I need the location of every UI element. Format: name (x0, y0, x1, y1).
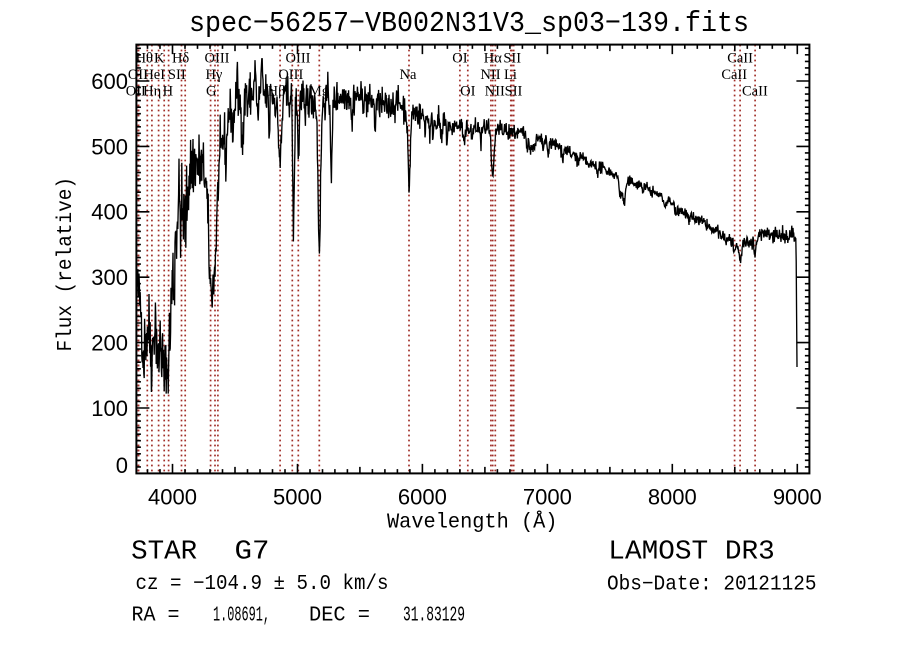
svg-text:H: H (163, 84, 174, 100)
svg-text:4000: 4000 (148, 485, 197, 510)
svg-text:Hθ: Hθ (136, 50, 153, 66)
svg-text:CaII: CaII (742, 84, 768, 100)
svg-text:HeI: HeI (143, 67, 165, 83)
svg-text:NII: NII (480, 67, 500, 83)
svg-text:0: 0 (116, 453, 128, 478)
svg-text:500: 500 (91, 134, 128, 159)
svg-text:Hη: Hη (143, 84, 161, 100)
svg-text:5000: 5000 (273, 485, 322, 510)
svg-text:OII: OII (126, 84, 146, 100)
svg-text:cz = −104.9 ± 5.0 km/s: cz = −104.9 ± 5.0 km/s (136, 573, 389, 596)
svg-text:Mg: Mg (309, 84, 329, 100)
svg-text:OIII: OIII (205, 50, 230, 66)
svg-text:OIII: OIII (278, 67, 303, 83)
svg-text:31.83129: 31.83129 (403, 604, 465, 628)
svg-text:SII: SII (503, 50, 521, 66)
svg-text:Hβ: Hβ (268, 84, 286, 100)
svg-text:DEC =: DEC = (309, 604, 370, 628)
svg-text:Li: Li (504, 67, 517, 83)
svg-text:600: 600 (91, 69, 128, 94)
svg-text:9000: 9000 (773, 485, 822, 510)
svg-text:Flux (relative): Flux (relative) (55, 177, 78, 352)
svg-text:Hγ: Hγ (205, 67, 222, 83)
svg-text:OII: OII (128, 67, 148, 83)
svg-text:G7: G7 (235, 537, 270, 567)
svg-text:Hδ: Hδ (172, 50, 189, 66)
svg-text:G: G (206, 84, 217, 100)
svg-text:Hα: Hα (484, 50, 502, 66)
svg-text:Na: Na (400, 67, 417, 83)
svg-text:300: 300 (91, 265, 128, 290)
svg-text:400: 400 (91, 200, 128, 225)
svg-text:OIII: OIII (286, 50, 311, 66)
svg-text:STAR: STAR (131, 537, 197, 567)
svg-text:CaII: CaII (727, 50, 753, 66)
svg-text:7000: 7000 (523, 485, 572, 510)
svg-text:NII: NII (485, 84, 505, 100)
svg-text:Obs−Date: 20121125: Obs−Date: 20121125 (607, 574, 817, 597)
svg-text:200: 200 (91, 331, 128, 356)
svg-text:OI: OI (452, 50, 467, 66)
svg-text:SII: SII (505, 84, 523, 100)
svg-text:CaII: CaII (721, 67, 747, 83)
svg-text:1.08691,: 1.08691, (213, 604, 270, 628)
svg-text:OI: OI (460, 84, 475, 100)
svg-text:8000: 8000 (648, 485, 697, 510)
svg-text:6000: 6000 (398, 485, 447, 510)
svg-text:K: K (154, 50, 165, 66)
svg-text:Wavelength (Å): Wavelength (Å) (387, 509, 558, 535)
svg-text:SII: SII (168, 67, 186, 83)
svg-text:spec−56257−VB002N31V3_sp03−139: spec−56257−VB002N31V3_sp03−139.fits (189, 7, 749, 40)
svg-text:RA =: RA = (132, 604, 180, 628)
svg-text:100: 100 (91, 396, 128, 421)
svg-text:LAMOST DR3: LAMOST DR3 (608, 538, 775, 568)
